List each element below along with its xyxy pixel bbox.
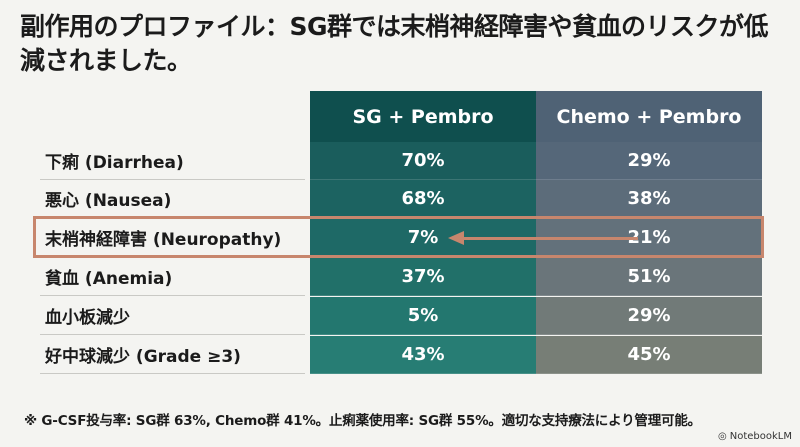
table-row: 血小板減少 5% 29% (40, 297, 762, 335)
chemo-value: 29% (536, 297, 762, 335)
reduction-arrow-line (462, 237, 638, 240)
column-header-sg-pembro: SG + Pembro (310, 91, 536, 142)
sg-value: 70% (310, 142, 536, 180)
left-arrow-icon (448, 231, 464, 245)
chemo-value: 51% (536, 258, 762, 296)
sg-value: 37% (310, 258, 536, 296)
row-label: 貧血 (Anemia) (40, 258, 305, 296)
chemo-value: 38% (536, 180, 762, 218)
sg-value: 68% (310, 180, 536, 218)
row-label: 好中球減少 (Grade ≥3) (40, 336, 305, 374)
row-label: 下痢 (Diarrhea) (40, 142, 305, 180)
watermark-label: NotebookLM (729, 431, 792, 442)
footnote: ※ G-CSF投与率: SG群 63%, Chemo群 41%。止痢薬使用率: … (24, 413, 701, 429)
row-label: 悪心 (Nausea) (40, 180, 305, 218)
table-row: 好中球減少 (Grade ≥3) 43% 45% (40, 336, 762, 374)
neuropathy-highlight-box (33, 216, 764, 258)
chemo-value: 29% (536, 142, 762, 180)
column-header-chemo-pembro: Chemo + Pembro (536, 91, 762, 142)
notebooklm-watermark: ◎ NotebookLM (718, 431, 792, 442)
table-row: 貧血 (Anemia) 37% 51% (40, 258, 762, 296)
sg-value: 5% (310, 297, 536, 335)
slide-title: 副作用のプロファイル：SG群では末梢神経障害や貧血のリスクが低減されました。 (20, 12, 769, 75)
chemo-value: 45% (536, 336, 762, 374)
table-row: 悪心 (Nausea) 68% 38% (40, 180, 762, 218)
notebooklm-logo-icon: ◎ (718, 431, 727, 442)
table-row: 下痢 (Diarrhea) 70% 29% (40, 142, 762, 180)
row-label: 血小板減少 (40, 297, 305, 335)
sg-value: 43% (310, 336, 536, 374)
